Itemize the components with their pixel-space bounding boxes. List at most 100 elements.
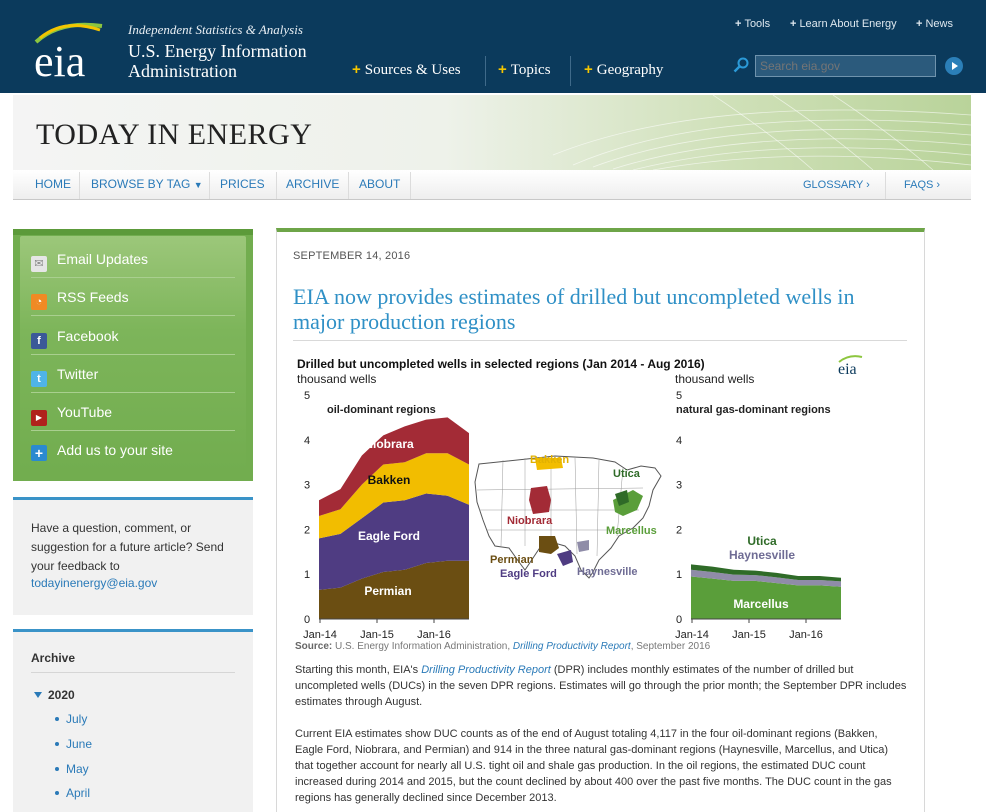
plus-icon: + bbox=[735, 18, 742, 30]
series-label-permian: Permian bbox=[364, 584, 411, 598]
archive-panel bbox=[13, 629, 253, 812]
page-title: TODAY IN ENERGY bbox=[36, 118, 313, 151]
search-input[interactable] bbox=[755, 55, 936, 77]
right-subtitle: natural gas-dominant regions bbox=[676, 404, 831, 416]
eia-logo-icon[interactable]: eia bbox=[30, 18, 108, 80]
expand-arrow-icon bbox=[34, 692, 42, 698]
map-region-eagle-ford bbox=[557, 550, 573, 566]
area-haynesville bbox=[691, 569, 841, 587]
x-tick-label: Jan-14 bbox=[303, 629, 337, 641]
subnav-about[interactable]: ABOUT bbox=[359, 177, 401, 191]
social-divider bbox=[31, 277, 235, 278]
chart-eia-logo-icon: eia bbox=[838, 361, 857, 378]
social-divider bbox=[31, 392, 235, 393]
search-submit-button[interactable] bbox=[945, 57, 963, 75]
area-eagle-ford bbox=[319, 493, 469, 590]
x-tick-label: Jan-16 bbox=[417, 629, 451, 641]
site-name-line2[interactable]: Administration bbox=[128, 61, 237, 81]
us-map bbox=[474, 455, 662, 579]
dpr-link[interactable]: Drilling Productivity Report bbox=[421, 664, 551, 676]
right-y-ticks: 0 1 2 3 4 5 bbox=[676, 390, 682, 626]
article-title: EIA now provides estimates of drilled bu… bbox=[293, 284, 855, 334]
archive-month-link[interactable]: May bbox=[55, 762, 89, 776]
article-date: SEPTEMBER 14, 2016 bbox=[293, 250, 411, 262]
map-region-permian bbox=[539, 536, 559, 554]
archive-divider bbox=[31, 672, 235, 673]
logo-text: eia bbox=[34, 37, 85, 80]
subnav-archive[interactable]: ARCHIVE bbox=[286, 177, 340, 191]
subnav-divider bbox=[209, 172, 210, 199]
subnav-browse-by-tag[interactable]: BROWSE BY TAG ▼ bbox=[91, 177, 203, 191]
series-label-niobrara: Niobrara bbox=[364, 437, 414, 451]
email-updates-link[interactable]: ✉ Email Updates bbox=[31, 251, 148, 272]
nav-topics[interactable]: + Topics bbox=[498, 61, 551, 78]
subnav-prices[interactable]: PRICES bbox=[220, 177, 265, 191]
email-icon: ✉ bbox=[31, 256, 47, 272]
archive-year-2020[interactable]: 2020 bbox=[34, 688, 75, 702]
nav-geography[interactable]: + Geography bbox=[584, 61, 664, 78]
archive-month-link[interactable]: July bbox=[55, 712, 87, 726]
y-tick-label: 2 bbox=[304, 524, 310, 536]
series-label-haynesville: Haynesville bbox=[729, 548, 795, 562]
facebook-icon: f bbox=[31, 333, 47, 349]
y-tick-label: 1 bbox=[304, 569, 310, 581]
add-to-site-link[interactable]: + Add us to your site bbox=[31, 442, 173, 461]
social-divider bbox=[31, 315, 235, 316]
left-subtitle: oil-dominant regions bbox=[327, 404, 436, 416]
left-x-ticks: Jan-14 Jan-15 Jan-16 bbox=[303, 619, 451, 641]
map-label-bakken: Bakken bbox=[530, 454, 569, 466]
tools-link[interactable]: + Tools bbox=[735, 18, 771, 30]
bullet-icon bbox=[55, 791, 59, 795]
twitter-icon: t bbox=[31, 371, 47, 387]
page-banner bbox=[13, 95, 971, 170]
y-tick-label: 2 bbox=[676, 524, 682, 536]
news-link[interactable]: + News bbox=[916, 18, 953, 30]
rss-icon: ◔ bbox=[31, 294, 47, 310]
x-tick-label: Jan-15 bbox=[360, 629, 394, 641]
plus-icon: + bbox=[790, 18, 797, 30]
facebook-link[interactable]: f Facebook bbox=[31, 328, 118, 349]
map-label-eagle-ford: Eagle Ford bbox=[500, 568, 557, 580]
plus-icon: + bbox=[352, 61, 361, 78]
article-paragraph-2: Current EIA estimates show DUC counts as… bbox=[295, 728, 892, 804]
plus-icon: + bbox=[584, 61, 593, 78]
subnav-divider bbox=[885, 172, 886, 199]
plus-icon: + bbox=[31, 445, 47, 461]
right-ylabel: thousand wells bbox=[675, 372, 754, 386]
subnav-glossary[interactable]: GLOSSARY › bbox=[803, 179, 870, 191]
area-bakken bbox=[319, 453, 469, 539]
archive-month-link[interactable]: June bbox=[55, 737, 92, 751]
twitter-link[interactable]: t Twitter bbox=[31, 366, 98, 387]
subnav-faqs[interactable]: FAQS › bbox=[904, 179, 941, 191]
series-label-marcellus: Marcellus bbox=[733, 597, 789, 611]
feedback-email-link[interactable]: todayinenergy@eia.gov bbox=[31, 576, 158, 590]
map-label-permian: Permian bbox=[490, 554, 534, 566]
site-tagline: Independent Statistics & Analysis bbox=[128, 22, 303, 37]
social-divider bbox=[31, 354, 235, 355]
plus-icon: + bbox=[498, 61, 507, 78]
site-name-line1[interactable]: U.S. Energy Information bbox=[128, 41, 307, 61]
bullet-icon bbox=[55, 742, 59, 746]
bullet-icon bbox=[55, 767, 59, 771]
y-tick-label: 4 bbox=[304, 435, 310, 447]
archive-month-link[interactable]: April bbox=[55, 786, 90, 800]
source-report-link[interactable]: Drilling Productivity Report bbox=[512, 641, 631, 652]
rss-feeds-link[interactable]: ◔ RSS Feeds bbox=[31, 289, 129, 310]
nav-sources-uses[interactable]: + Sources & Uses bbox=[352, 61, 461, 78]
subnav-home[interactable]: HOME bbox=[35, 177, 71, 191]
bullet-icon bbox=[55, 717, 59, 721]
chart-logo-swoosh bbox=[838, 355, 863, 363]
youtube-icon: ▶ bbox=[31, 410, 47, 426]
y-tick-label: 3 bbox=[304, 480, 310, 492]
area-niobrara bbox=[319, 417, 469, 516]
duc-chart: Drilled but uncompleted wells in selecte… bbox=[297, 355, 863, 641]
right-area-series bbox=[691, 564, 841, 619]
learn-about-energy-link[interactable]: + Learn About Energy bbox=[790, 18, 897, 30]
subnav-divider bbox=[79, 172, 80, 199]
y-tick-label: 1 bbox=[676, 569, 682, 581]
article-paragraph-1: Starting this month, EIA's Drilling Prod… bbox=[295, 664, 907, 708]
youtube-link[interactable]: ▶ YouTube bbox=[31, 404, 112, 426]
secondary-nav bbox=[13, 170, 971, 200]
series-label-utica: Utica bbox=[747, 534, 777, 548]
